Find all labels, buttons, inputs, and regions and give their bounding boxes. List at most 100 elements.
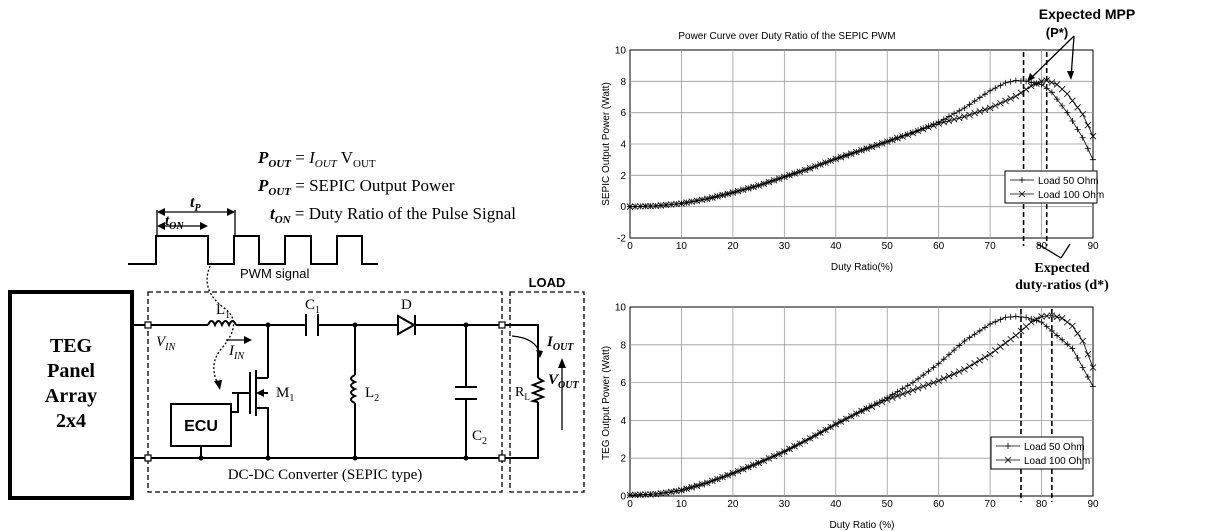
chart1-series-2-point (858, 146, 865, 154)
chart2-series-2-point (822, 426, 829, 434)
chart1-series-1-point (945, 113, 952, 120)
chart1-series-1-point (1048, 89, 1055, 96)
chart2-series-2-point (878, 398, 886, 406)
chart1-series-2-point (1048, 79, 1056, 86)
chart1-series-2-point (930, 122, 937, 129)
chart2-series-1-point (920, 372, 927, 379)
chart1-series-2-point (1033, 80, 1040, 87)
chart2-ytick-label: 0 (620, 492, 626, 503)
chart2-series-2-point (1048, 312, 1056, 319)
chart2-series-2-point (1033, 316, 1040, 323)
chart2-series-2-point (642, 491, 649, 498)
chart1-xtick-label: 20 (727, 241, 739, 252)
chart1-series-2-point (940, 118, 948, 126)
chart1-series-2-point (878, 140, 886, 147)
chart1-series-1-point (1059, 102, 1066, 109)
chart1-series-2-point (719, 191, 726, 199)
chart1-series-2-point (760, 180, 768, 188)
chart1-series-2-point (1079, 110, 1086, 118)
chart2-series-2-point (1089, 364, 1097, 371)
chart2-xtick-label: 40 (830, 499, 842, 510)
capacitor-c1 (305, 314, 319, 336)
chart1-series-2-point (755, 182, 762, 189)
chart1-series-2-point (631, 203, 639, 210)
chart2-series-1-point (951, 347, 958, 354)
chart1-series-1-point (971, 98, 978, 105)
chart2-series-1-point (1053, 332, 1060, 339)
chart2-series-2-point (1079, 337, 1086, 345)
chart1-ytick-label: 0 (620, 202, 626, 213)
tp-label: tP (190, 194, 201, 214)
chart2-series-2-point (801, 437, 809, 445)
chart2-series-2-point (745, 463, 752, 471)
chart1-series-2-point (745, 185, 752, 192)
chart2-legend-series-2: Load 100 Ohm (1024, 456, 1090, 467)
chart2-xlabel: Duty Ratio (%) (829, 520, 894, 531)
vout-label: VOUT (548, 372, 579, 391)
load-label: LOAD (529, 275, 566, 290)
chart2-series-2-point (837, 418, 845, 425)
l1-label: L1 (216, 302, 230, 321)
chart1-series-2-point (919, 125, 927, 133)
chart2-series-1-point (889, 391, 896, 398)
chart2-xtick-label: 10 (676, 499, 688, 510)
chart2-series-2-point (904, 388, 912, 396)
iout-label: IOUT (546, 334, 574, 353)
chart2-ytick-label: 4 (620, 416, 626, 427)
chart1-series-2-point (683, 199, 690, 206)
chart2-series-2-point (1084, 350, 1092, 358)
chart1-series-1-point (940, 116, 947, 123)
chart2-series-2-point (1038, 313, 1045, 320)
chart2-series-2-point (786, 445, 793, 453)
chart1-ytick-label: -2 (617, 234, 626, 245)
chart2-series-2-point (631, 491, 639, 499)
chart2-series-1-point (935, 360, 942, 367)
chart1-series-2-point (945, 117, 953, 125)
chart1-legend-marker-2 (1018, 190, 1026, 198)
chart2-series-1-point (945, 351, 952, 358)
chart2-series-2-point (950, 370, 958, 378)
chart2-series-2-point (626, 491, 634, 499)
chart1-series-2-point (688, 198, 696, 205)
chart1-series-2-point (976, 108, 984, 115)
chart1-xtick-label: 50 (882, 241, 894, 252)
chart2-series-1-point (961, 338, 968, 345)
chart2-series-2-point (976, 357, 984, 364)
chart2-legend-marker-1 (1005, 443, 1011, 449)
chart1-series-1-point (987, 87, 994, 94)
chart2-series-2-point (889, 394, 896, 402)
chart2-series-2-point (935, 377, 942, 384)
chart1-series-2-point (986, 104, 994, 112)
chart1-series-2-point (925, 124, 932, 131)
chart1-series-2-point (729, 189, 737, 196)
chart2-series-2-point (832, 420, 840, 428)
chart2-series-2-point (678, 487, 685, 494)
teg-label-line1: TEG (50, 335, 93, 357)
resistor-rl (529, 377, 546, 403)
chart2-ytick-label: 8 (620, 340, 626, 351)
chart2-xtick-label: 20 (727, 499, 739, 510)
chart2-series-2-point (1022, 323, 1030, 330)
chart1-series-2-point (1002, 97, 1009, 105)
chart1-series-2-point (786, 171, 793, 179)
chart1-series-1-point (930, 121, 937, 128)
chart1-series-2-point (678, 200, 685, 207)
chart1-series-2-point (847, 150, 855, 157)
chart2-series-2-point (734, 467, 742, 475)
chart2-series-1-point (1028, 315, 1035, 322)
chart1-series-2-point (693, 197, 701, 204)
chart1-series-2-point (806, 165, 814, 172)
chart1-series-2-point (961, 113, 968, 120)
chart1-series-2-point (667, 201, 675, 208)
chart1-ytick-label: 2 (620, 171, 626, 182)
duty-label-line2: duty-ratios (d*) (1015, 278, 1109, 293)
chart2-series-2-point (724, 471, 732, 479)
chart1-series-1-point (1002, 79, 1009, 86)
chart2-series-2-point (781, 448, 788, 455)
chart1-xtick-label: 10 (676, 241, 688, 252)
chart1-series-2-point (955, 114, 963, 122)
chart2-series-1-point (1064, 341, 1071, 348)
chart1-ytick-label: 8 (620, 77, 626, 88)
chart2-series-2-point (914, 384, 922, 392)
chart1-series-2-point (637, 203, 644, 210)
